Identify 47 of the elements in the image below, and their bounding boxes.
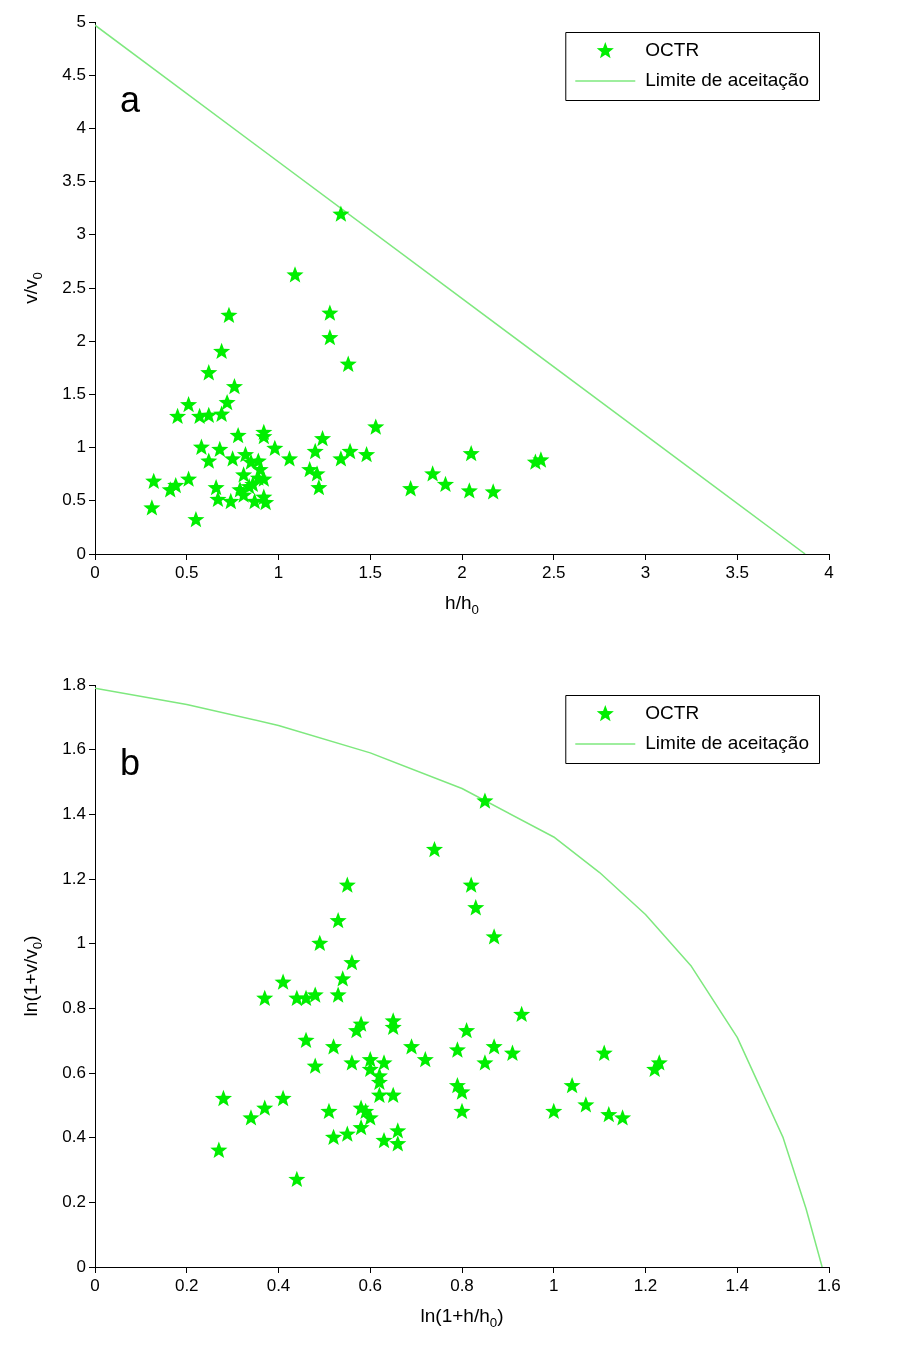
y-tick-label: 4.5 [62, 64, 86, 84]
y-tick-label: 0.6 [62, 1062, 86, 1082]
y-tick-label: 4 [76, 118, 86, 138]
y-tick-label: 1.4 [62, 804, 86, 824]
y-tick-label: 3 [76, 224, 86, 244]
y-tick-label: 0 [76, 1256, 86, 1276]
x-tick-label: 1 [549, 1275, 559, 1295]
x-tick-label: 0 [90, 1275, 100, 1295]
x-tick-label: 0.2 [174, 1275, 199, 1295]
x-tick-label: 1.6 [817, 1275, 841, 1295]
x-tick-label: 0.4 [266, 1275, 291, 1295]
x-tick-label: 1 [273, 562, 284, 582]
y-tick-label: 1 [76, 933, 86, 953]
legend-label: Limite de aceitação [645, 732, 810, 754]
y-tick-label: 0.2 [62, 1192, 86, 1212]
legend-label: Limite de aceitação [645, 69, 810, 91]
y-tick-label: 3.5 [62, 171, 86, 191]
y-tick-label: 5 [76, 11, 86, 31]
x-tick-label: 1.4 [725, 1275, 750, 1295]
legend-label: OCTR [645, 39, 700, 61]
y-tick-label: 1.2 [62, 868, 86, 888]
y-tick-label: 1.6 [62, 739, 86, 759]
y-tick-label: 1.8 [62, 674, 86, 694]
y-tick-label: 1 [76, 437, 86, 457]
x-tick-label: 0.5 [174, 562, 199, 582]
x-tick-label: 1.5 [358, 562, 383, 582]
x-tick-label: 0.6 [358, 1275, 383, 1295]
y-axis-title: v/v0 [20, 272, 46, 304]
y-tick-label: 0.5 [62, 490, 86, 510]
annotation: a [120, 79, 141, 120]
y-axis-title: ln(1+v/v0) [20, 935, 46, 1017]
y-tick-label: 0.4 [62, 1127, 86, 1147]
x-tick-label: 3.5 [725, 562, 750, 582]
x-tick-label: 1.2 [633, 1275, 658, 1295]
x-tick-label: 0 [90, 562, 100, 582]
annotation: b [120, 742, 141, 783]
legend-label: OCTR [645, 702, 700, 724]
y-tick-label: 2.5 [62, 277, 86, 297]
y-tick-label: 1.5 [62, 384, 86, 404]
y-tick-label: 2 [76, 330, 86, 350]
x-tick-label: 0.8 [450, 1275, 474, 1295]
y-tick-label: 0 [76, 543, 86, 563]
x-tick-label: 2 [457, 562, 467, 582]
y-tick-label: 0.8 [62, 998, 86, 1018]
x-tick-label: 3 [640, 562, 651, 582]
x-tick-label: 4 [824, 562, 834, 582]
x-tick-label: 2.5 [541, 562, 566, 582]
